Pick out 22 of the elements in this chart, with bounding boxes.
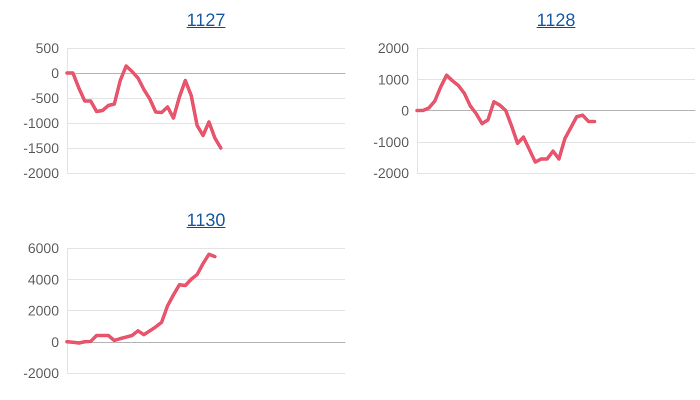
y-tick-label: 500	[36, 40, 60, 56]
y-tick-label: -2000	[23, 165, 60, 181]
y-tick-label: 0	[51, 334, 60, 350]
y-tick-label: 0	[401, 102, 410, 118]
y-tick-label: -2000	[373, 165, 410, 181]
y-tick-label: -1500	[23, 140, 60, 156]
line-series	[65, 252, 217, 345]
y-tick-label: 1000	[378, 71, 410, 88]
chart-title: 1130	[186, 210, 226, 231]
y-tick-label: -1000	[23, 115, 60, 131]
line-series	[65, 64, 223, 150]
line-series	[415, 73, 596, 164]
y-tick-label: 4000	[28, 271, 60, 288]
y-tick-label: 2000	[28, 302, 60, 318]
y-tick-label: 0	[51, 65, 60, 81]
y-tick-label: -2000	[23, 365, 60, 381]
y-tick-label: -500	[30, 90, 60, 106]
y-tick-label: 6000	[28, 240, 60, 256]
chart-title: 1128	[536, 10, 576, 31]
y-tick-label: 2000	[378, 40, 410, 56]
y-tick-label: -1000	[373, 134, 410, 150]
chart-title: 1127	[186, 10, 226, 31]
